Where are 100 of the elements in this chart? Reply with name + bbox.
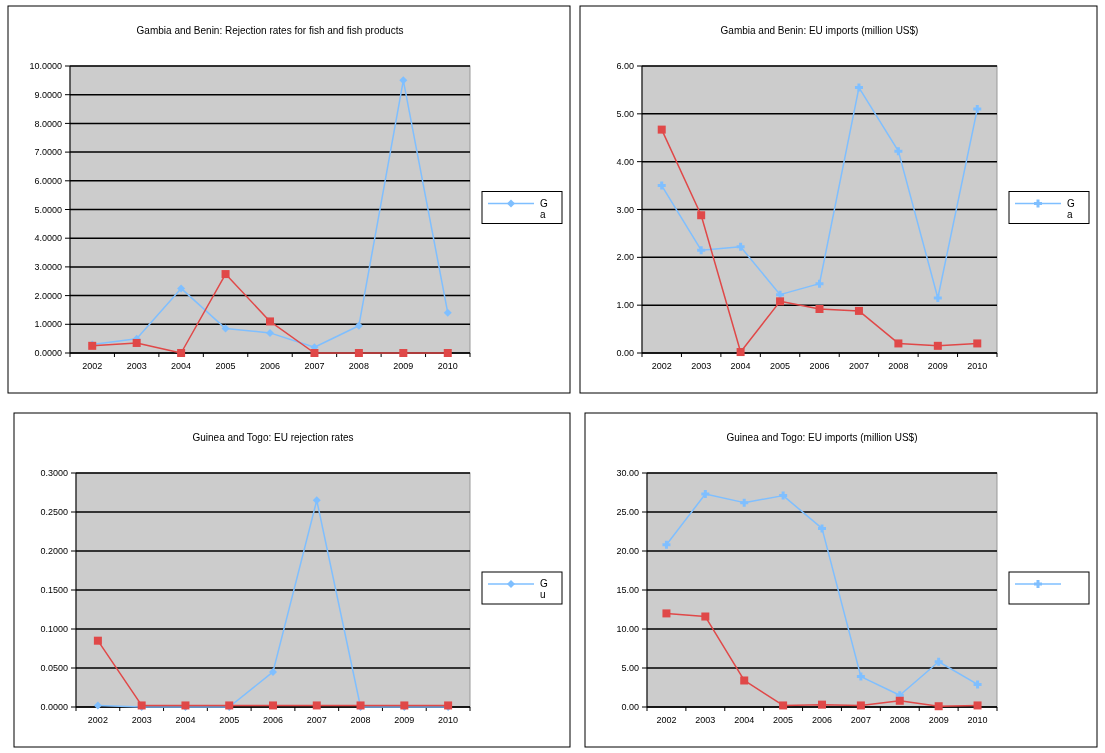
legend-box: G a bbox=[481, 191, 563, 224]
x-tick-label: 2005 bbox=[219, 715, 240, 725]
y-tick-label: 4.0000 bbox=[34, 233, 62, 244]
y-tick-label: 2.0000 bbox=[34, 290, 62, 301]
x-tick-label: 2005 bbox=[773, 715, 794, 725]
point bbox=[933, 341, 942, 350]
x-tick-label: 2006 bbox=[259, 361, 281, 371]
y-tick-label: 15.00 bbox=[616, 585, 639, 596]
point bbox=[177, 284, 186, 293]
x-tick-label: 2002 bbox=[651, 361, 672, 371]
y-tick-label: 2.00 bbox=[616, 252, 634, 263]
y-tick-label: 0.0000 bbox=[34, 348, 62, 359]
x-tick-label: 2008 bbox=[350, 715, 371, 725]
point bbox=[973, 701, 982, 710]
point bbox=[697, 211, 706, 220]
point bbox=[310, 349, 319, 357]
legend-label: G u bbox=[540, 578, 548, 600]
y-tick-label: 1.00 bbox=[616, 300, 634, 311]
point bbox=[856, 701, 865, 710]
point bbox=[657, 125, 666, 134]
x-tick-label: 2007 bbox=[304, 361, 325, 371]
x-tick-label: 2007 bbox=[848, 361, 869, 371]
point bbox=[132, 338, 141, 347]
y-tick-label: 0.0000 bbox=[40, 702, 68, 713]
y-tick-label: 20.00 bbox=[616, 546, 639, 557]
y-tick-label: 8.0000 bbox=[34, 118, 62, 129]
x-tick-label: 2008 bbox=[348, 361, 369, 371]
x-tick-label: 2002 bbox=[87, 715, 108, 725]
point bbox=[736, 348, 745, 357]
point bbox=[934, 702, 943, 711]
x-tick-label: 2006 bbox=[809, 361, 830, 371]
point bbox=[221, 324, 230, 333]
x-tick-label: 2008 bbox=[888, 361, 909, 371]
y-tick-label: 10.0000 bbox=[29, 61, 62, 72]
point bbox=[269, 667, 277, 676]
x-tick-label: 2003 bbox=[691, 361, 712, 371]
point bbox=[177, 349, 186, 357]
y-tick-label: 3.00 bbox=[616, 204, 634, 215]
x-tick-label: 2010 bbox=[437, 361, 458, 371]
chart-title: Gambia and Benin: Rejection rates for fish and fish products bbox=[136, 25, 404, 36]
point bbox=[443, 349, 452, 357]
point bbox=[662, 609, 671, 618]
y-tick-label: 25.00 bbox=[616, 507, 639, 518]
x-tick-label: 2003 bbox=[126, 361, 147, 371]
x-tick-label: 2006 bbox=[262, 715, 284, 725]
y-tick-label: 5.00 bbox=[621, 663, 639, 674]
legend-label: G a bbox=[540, 197, 548, 220]
y-tick-label: 30.00 bbox=[616, 468, 639, 479]
x-tick-label: 2003 bbox=[131, 715, 152, 725]
point bbox=[779, 701, 788, 710]
y-tick-label: 0.2500 bbox=[40, 507, 68, 518]
point bbox=[776, 297, 785, 306]
x-tick-label: 2004 bbox=[171, 361, 192, 371]
y-tick-label: 3.0000 bbox=[34, 262, 62, 273]
x-tick-label: 2005 bbox=[215, 361, 236, 371]
x-tick-label: 2005 bbox=[770, 361, 791, 371]
y-tick-label: 0.2000 bbox=[40, 546, 68, 557]
y-tick-label: 6.0000 bbox=[34, 175, 62, 186]
point bbox=[854, 306, 863, 315]
x-tick-label: 2002 bbox=[656, 715, 677, 725]
y-tick-label: 6.00 bbox=[616, 61, 634, 72]
point bbox=[740, 676, 749, 685]
y-tick-label: 5.0000 bbox=[34, 204, 62, 215]
y-tick-label: 9.0000 bbox=[34, 89, 62, 100]
point bbox=[269, 701, 277, 710]
point bbox=[701, 612, 710, 621]
x-tick-label: 2009 bbox=[928, 715, 949, 725]
point bbox=[443, 308, 452, 317]
x-tick-label: 2003 bbox=[695, 715, 716, 725]
point bbox=[894, 339, 903, 348]
point bbox=[93, 636, 102, 645]
y-tick-label: 0.0500 bbox=[40, 663, 68, 674]
x-tick-label: 2004 bbox=[730, 361, 751, 371]
x-tick-label: 2009 bbox=[393, 361, 414, 371]
point bbox=[354, 349, 363, 357]
point bbox=[221, 270, 230, 279]
x-tick-label: 2010 bbox=[967, 361, 988, 371]
y-tick-label: 10.00 bbox=[616, 624, 639, 635]
point bbox=[354, 321, 363, 330]
legend-box: G a bbox=[1008, 191, 1090, 224]
x-tick-label: 2009 bbox=[394, 715, 415, 725]
legend-box: G u bbox=[481, 571, 563, 605]
x-tick-label: 2010 bbox=[967, 715, 988, 725]
x-tick-label: 2010 bbox=[438, 715, 459, 725]
y-tick-label: 0.00 bbox=[616, 348, 634, 359]
x-tick-label: 2006 bbox=[811, 715, 833, 725]
y-tick-label: 7.0000 bbox=[34, 147, 62, 158]
y-tick-label: 0.1000 bbox=[40, 624, 68, 635]
x-tick-label: 2002 bbox=[82, 361, 103, 371]
point bbox=[93, 701, 102, 710]
legend-label: G a bbox=[1067, 197, 1075, 220]
y-tick-label: 0.3000 bbox=[40, 468, 68, 479]
x-tick-label: 2009 bbox=[927, 361, 948, 371]
x-tick-label: 2008 bbox=[889, 715, 910, 725]
point bbox=[895, 696, 904, 705]
point bbox=[973, 339, 982, 348]
chart-title: Guinea and Togo: EU imports (million US$) bbox=[726, 432, 918, 443]
y-tick-label: 4.00 bbox=[616, 156, 634, 167]
point bbox=[815, 304, 824, 313]
point bbox=[399, 349, 408, 357]
